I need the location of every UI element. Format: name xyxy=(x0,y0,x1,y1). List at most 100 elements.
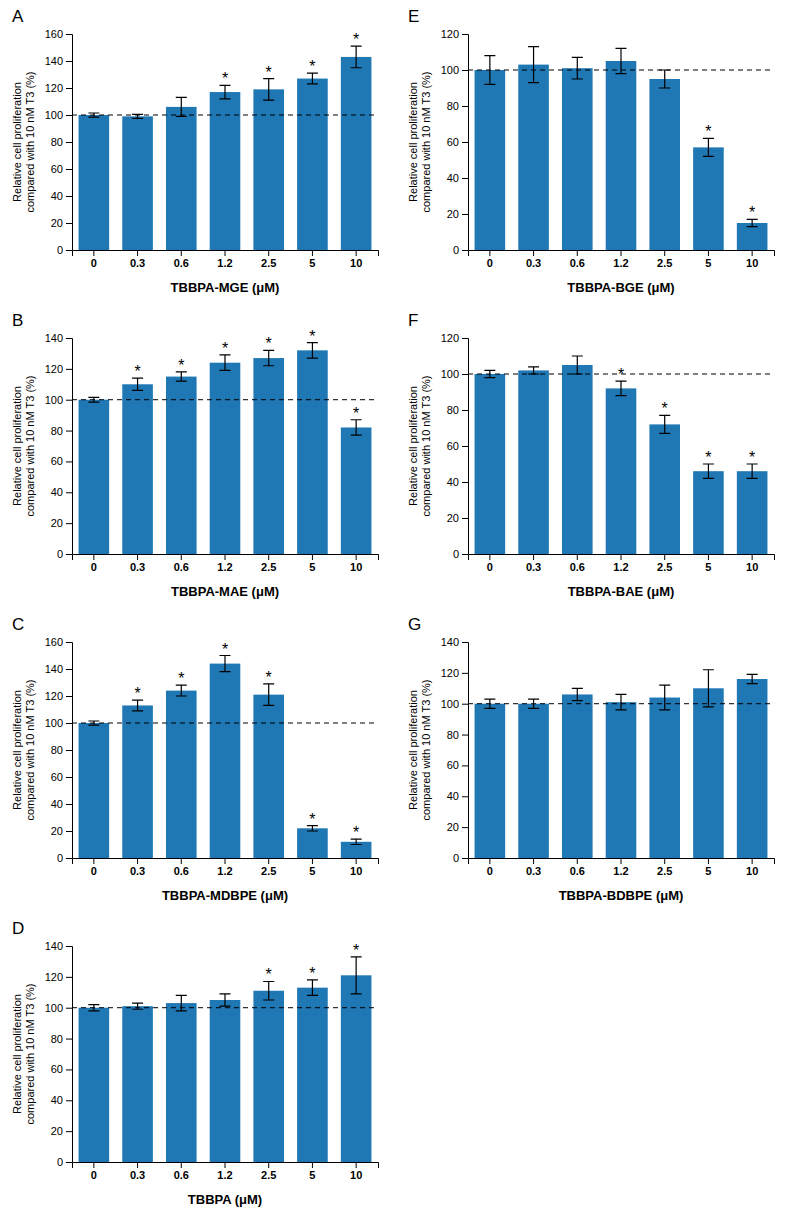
tick: 120 xyxy=(45,690,72,702)
error-bar xyxy=(703,138,714,156)
tick-mark xyxy=(664,554,665,560)
tick: 10 xyxy=(746,250,758,269)
y-axis-title: Relative cell proliferation xyxy=(11,994,23,1114)
significance-marker: * xyxy=(705,123,711,140)
tick-mark xyxy=(752,250,753,256)
error-bar xyxy=(615,381,626,395)
tick-label: 60 xyxy=(51,1063,63,1075)
tick-mark xyxy=(462,482,468,483)
tick-mark xyxy=(356,250,357,256)
tick-label: 20 xyxy=(447,512,459,524)
significance-marker: * xyxy=(222,70,228,87)
tick-mark xyxy=(462,765,468,766)
tick: 40 xyxy=(51,190,72,202)
bar xyxy=(79,1008,110,1162)
tick: 40 xyxy=(51,1094,72,1106)
tick-label: 60 xyxy=(51,163,63,175)
tick-mark xyxy=(66,1162,72,1163)
tick-mark xyxy=(462,446,468,447)
tick: 0.3 xyxy=(130,858,145,877)
tick: 100 xyxy=(45,717,72,729)
tick-label: 0 xyxy=(453,548,459,560)
tick: 60 xyxy=(51,455,72,467)
tick-label: 0 xyxy=(57,244,63,256)
tick-label: 0.6 xyxy=(174,1169,189,1181)
tick-label: 10 xyxy=(746,561,758,573)
tick: 0 xyxy=(453,852,468,864)
bar xyxy=(649,698,680,858)
error-bar xyxy=(659,415,670,433)
axis-line xyxy=(73,555,379,561)
tick-label: 0 xyxy=(91,865,97,877)
axis-line xyxy=(469,555,775,561)
tick-mark xyxy=(66,696,72,697)
tick-label: 140 xyxy=(441,636,459,648)
tick: 0.3 xyxy=(526,554,541,573)
x-axis-title: TBBPA-MDBPE (μM) xyxy=(162,888,288,903)
y-axis-title: compared with 10 nM T3 (%) xyxy=(420,679,432,820)
tick: 0 xyxy=(91,554,97,573)
tick-mark xyxy=(66,115,72,116)
tick: 2.5 xyxy=(261,250,276,269)
panel: 02040608010012000.30.61.22.5510****TBBPA… xyxy=(407,311,775,599)
tick-mark xyxy=(462,673,468,674)
bar xyxy=(166,107,197,250)
tick-label: 0.6 xyxy=(570,865,585,877)
tick-mark xyxy=(66,196,72,197)
bar xyxy=(79,115,110,250)
tick-label: 0.3 xyxy=(130,865,145,877)
bar xyxy=(210,92,241,250)
tick-mark xyxy=(664,858,665,864)
tick-label: 1.2 xyxy=(613,865,628,877)
tick: 2.5 xyxy=(657,554,672,573)
tick-label: 0.6 xyxy=(174,257,189,269)
error-bar xyxy=(263,79,274,101)
tick-mark xyxy=(577,554,578,560)
tick-mark xyxy=(66,400,72,401)
tick-label: 1.2 xyxy=(613,561,628,573)
tick-label: 100 xyxy=(45,394,63,406)
x-axis: 00.30.61.22.5510 xyxy=(469,250,775,269)
tick: 40 xyxy=(447,172,468,184)
significance-marker: * xyxy=(134,685,140,702)
panel: 02040608010012014000.30.61.22.5510***TBB… xyxy=(11,919,379,1207)
tick: 80 xyxy=(51,744,72,756)
tick-mark xyxy=(356,1162,357,1168)
reference-line xyxy=(72,115,378,116)
bar xyxy=(518,65,549,250)
bar xyxy=(518,370,549,554)
y-axis-title: Relative cell proliferation xyxy=(11,690,23,810)
error-bar xyxy=(572,57,583,79)
bar xyxy=(166,377,197,554)
x-axis-title: TBBPA (μM) xyxy=(188,1192,262,1207)
bar xyxy=(253,89,284,250)
tick-label: 0 xyxy=(453,852,459,864)
tick-label: 2.5 xyxy=(261,257,276,269)
bar xyxy=(253,695,284,858)
axis-line xyxy=(469,251,775,257)
significance-marker: * xyxy=(309,965,315,982)
bar xyxy=(253,358,284,554)
tick-mark xyxy=(533,858,534,864)
significance-marker: * xyxy=(309,58,315,75)
tick-label: 60 xyxy=(51,455,63,467)
tick: 0 xyxy=(91,250,97,269)
tick: 0 xyxy=(487,858,493,877)
tick: 0 xyxy=(453,548,468,560)
tick-label: 40 xyxy=(447,476,459,488)
tick-mark xyxy=(66,250,72,251)
significance-marker: * xyxy=(178,357,184,374)
tick: 80 xyxy=(447,404,468,416)
bar xyxy=(649,79,680,250)
tick-label: 60 xyxy=(447,440,459,452)
x-axis: 00.30.61.22.5510 xyxy=(73,858,379,877)
tick-label: 2.5 xyxy=(657,865,672,877)
tick-label: 0 xyxy=(91,1169,97,1181)
tick-label: 20 xyxy=(51,825,63,837)
tick-mark xyxy=(66,669,72,670)
tick-label: 100 xyxy=(45,109,63,121)
tick-mark xyxy=(533,554,534,560)
tick: 0.3 xyxy=(130,1162,145,1181)
error-bar xyxy=(263,981,274,1000)
tick-mark xyxy=(752,554,753,560)
